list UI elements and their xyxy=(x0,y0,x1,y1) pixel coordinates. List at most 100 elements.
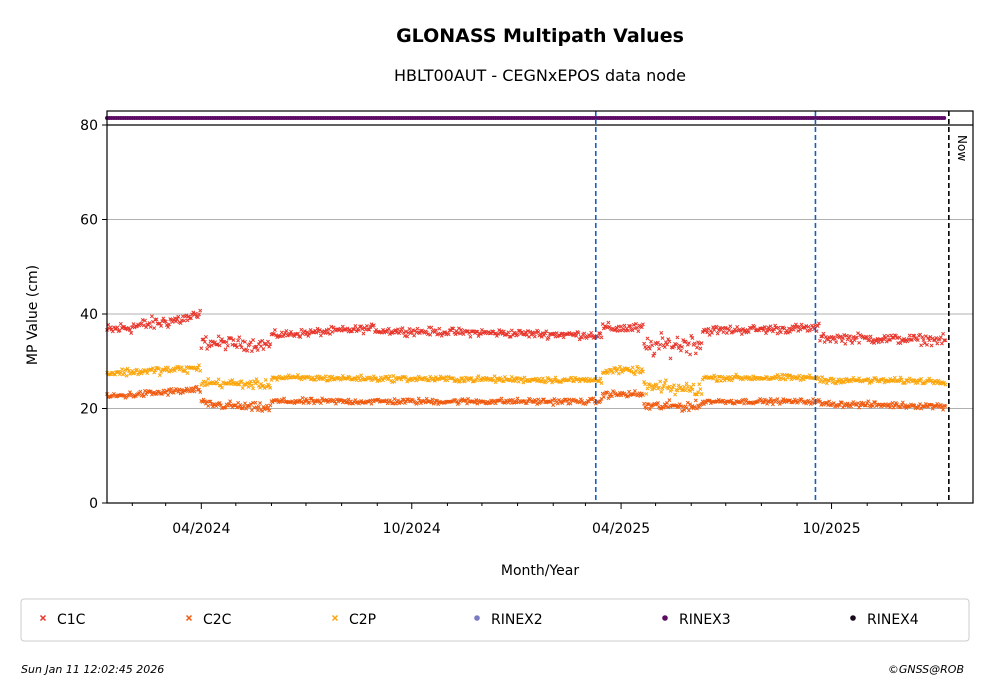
data-point-C2C xyxy=(793,398,798,403)
chart-subtitle: HBLT00AUT - CEGNxEPOS data node xyxy=(394,66,686,85)
data-point-C2P xyxy=(144,368,149,373)
data-point-C1C xyxy=(129,331,134,335)
data-point-C2C xyxy=(943,404,948,409)
data-point-C2C xyxy=(307,400,312,405)
data-point-C2P xyxy=(690,387,695,392)
data-point-C2P xyxy=(206,376,211,381)
data-point-C1C xyxy=(796,328,801,333)
data-point-C1C xyxy=(791,327,796,332)
data-point-C1C xyxy=(174,319,178,324)
now-label: Now xyxy=(955,135,969,161)
data-point-C1C xyxy=(225,343,230,348)
data-point-C2C xyxy=(562,397,567,402)
data-point-C1C xyxy=(289,329,293,334)
data-point-C1C xyxy=(361,331,366,336)
data-point-C2C xyxy=(598,399,603,404)
data-point-C1C xyxy=(833,336,837,341)
data-point-C2C xyxy=(857,405,862,410)
data-point-C1C xyxy=(497,328,502,333)
data-point-C2C xyxy=(390,401,395,406)
data-point-C2P xyxy=(730,376,735,381)
data-point-C1C xyxy=(159,323,164,328)
data-point-C2C xyxy=(279,397,284,402)
data-point-C1C xyxy=(167,322,172,327)
data-point-C2C xyxy=(849,404,854,409)
data-point-C2P xyxy=(659,389,664,394)
data-point-C1C xyxy=(247,342,252,347)
data-point-C2P xyxy=(838,380,843,385)
data-point-C1C xyxy=(195,315,200,320)
x-tick-label: 04/2024 xyxy=(172,521,230,537)
data-point-C2P xyxy=(651,383,656,388)
data-point-C1C xyxy=(677,343,682,348)
data-point-C2C xyxy=(430,397,435,402)
data-point-C1C xyxy=(544,329,549,334)
legend-label-rinex3: RINEX3 xyxy=(679,612,731,628)
data-point-C2P xyxy=(230,378,235,383)
data-point-C2P xyxy=(218,383,223,388)
x-tick-label: 10/2025 xyxy=(802,521,860,537)
data-point-C1C xyxy=(772,327,776,332)
data-point-C1C xyxy=(693,351,698,356)
data-point-C2C xyxy=(550,398,555,403)
legend-label-rinex2: RINEX2 xyxy=(491,612,543,628)
data-point-C1C xyxy=(310,330,315,335)
data-point-C2C xyxy=(524,401,529,406)
data-point-C1C xyxy=(787,326,791,331)
data-point-C2P xyxy=(432,378,437,383)
y-tick-label: 0 xyxy=(89,496,98,512)
data-point-C2C xyxy=(737,400,742,405)
data-point-C2C xyxy=(238,402,243,407)
data-point-C1C xyxy=(216,334,221,339)
y-tick-label: 80 xyxy=(80,118,98,134)
data-point-C1C xyxy=(820,334,825,339)
data-point-C1C xyxy=(723,325,728,330)
data-point-C2P xyxy=(413,376,418,381)
data-point-C1C xyxy=(245,348,250,353)
data-point-C2C xyxy=(769,399,774,404)
data-point-C2C xyxy=(781,397,786,402)
data-point-C2C xyxy=(630,392,635,397)
data-point-C1C xyxy=(175,317,180,321)
data-point-C2P xyxy=(767,377,772,382)
data-point-C2P xyxy=(869,380,874,385)
data-point-C1C xyxy=(882,333,887,338)
data-point-C1C xyxy=(699,341,704,346)
data-point-C1C xyxy=(108,325,113,330)
data-point-C1C xyxy=(284,328,289,333)
footer-timestamp: Sun Jan 11 12:02:45 2026 xyxy=(21,663,164,676)
data-point-C1C xyxy=(746,330,751,335)
data-point-C1C xyxy=(272,328,277,332)
data-point-C2C xyxy=(248,402,253,407)
data-point-C1C xyxy=(453,332,458,337)
data-point-C1C xyxy=(148,324,153,329)
data-point-C2P xyxy=(179,365,184,370)
data-point-C1C xyxy=(647,346,652,351)
data-point-C1C xyxy=(456,326,461,331)
data-point-C2P xyxy=(573,375,578,380)
data-point-C1C xyxy=(147,321,152,326)
data-point-C1C xyxy=(407,327,412,331)
data-point-C2P xyxy=(216,377,221,382)
data-point-C1C xyxy=(778,330,783,335)
data-point-C1C xyxy=(561,335,566,340)
data-point-C1C xyxy=(631,322,636,327)
data-point-C1C xyxy=(351,327,356,332)
legend-marker-c2c xyxy=(185,614,193,622)
data-point-C2P xyxy=(469,376,474,381)
data-point-C2P xyxy=(757,375,762,380)
data-point-C2P xyxy=(497,378,502,383)
data-point-C2C xyxy=(619,393,624,398)
data-point-C1C xyxy=(506,330,511,335)
data-point-C1C xyxy=(546,335,551,340)
data-point-C1C xyxy=(306,333,311,338)
data-point-C1C xyxy=(515,332,520,337)
data-point-C2P xyxy=(660,386,665,391)
data-point-C1C xyxy=(523,330,528,335)
legend-label-c2p: C2P xyxy=(349,612,376,628)
data-point-C1C xyxy=(439,333,444,338)
data-point-C2C xyxy=(128,390,132,395)
data-point-C2P xyxy=(696,390,701,395)
data-point-C1C xyxy=(715,331,720,336)
data-point-C1C xyxy=(529,332,534,337)
